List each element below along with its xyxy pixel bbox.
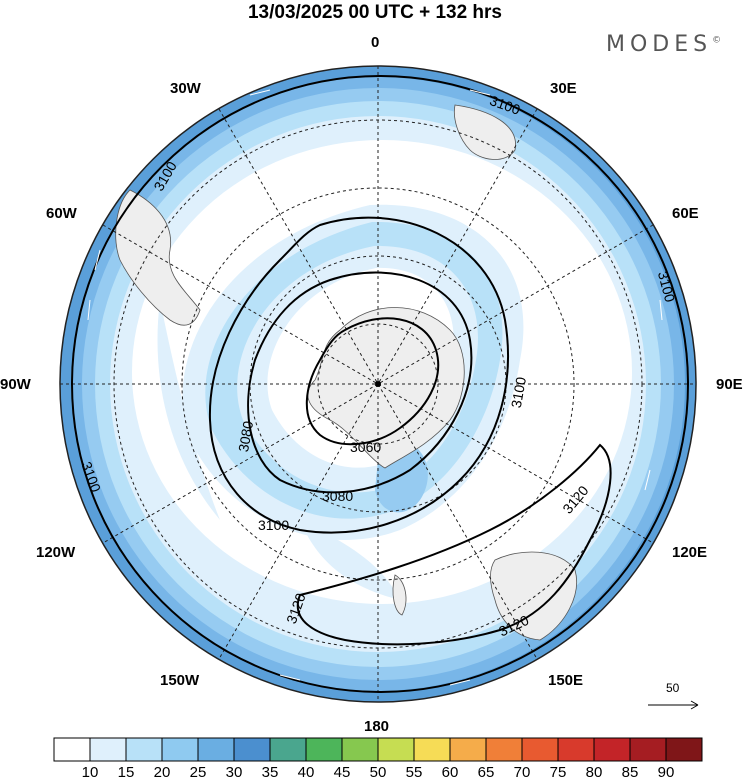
map-title: 13/03/2025 00 UTC + 132 hrs	[247, 2, 503, 23]
longitude-label-60w: 60W	[46, 205, 77, 222]
colorbar-swatch	[665, 737, 703, 762]
contour-label: 3080	[322, 488, 353, 504]
colorbar-swatch	[161, 737, 199, 762]
australia	[490, 551, 577, 641]
colorbar-tick-label: 40	[297, 764, 315, 781]
colorbar-swatch	[449, 737, 487, 762]
contour-3060	[305, 317, 440, 446]
colorbar-swatch	[485, 737, 523, 762]
map-boundary	[59, 65, 697, 703]
colorbar-tick-label: 25	[189, 764, 207, 781]
longitude-label-120w: 120W	[36, 544, 76, 561]
colorbar-swatch	[629, 737, 667, 762]
contour-label: 3100	[655, 270, 679, 304]
colorbar-tick-label: 15	[117, 764, 135, 781]
colorbar-tick-label: 45	[333, 764, 351, 781]
colorbar-swatch	[197, 737, 235, 762]
colorbar-swatch	[269, 737, 307, 762]
colorbar-swatch	[341, 737, 379, 762]
longitude-label-180: 180	[364, 718, 390, 735]
longitude-label-90e: 90E	[716, 376, 743, 393]
contour-label: 3080	[235, 420, 256, 454]
vector-scale-label: 50	[666, 681, 680, 695]
colorbar-swatch	[89, 737, 127, 762]
contour-label: 3060	[350, 439, 381, 455]
vector-scale-arrow	[648, 700, 699, 710]
colorbar-tick-label: 10	[81, 764, 99, 781]
contour-3080	[247, 271, 473, 494]
colorbar-tick-label: 80	[585, 764, 603, 781]
colorbar-tick-label: 50	[369, 764, 387, 781]
colorbar-swatch	[593, 737, 631, 762]
contour-3100-outer	[71, 75, 689, 693]
colorbar-tick-label: 70	[513, 764, 531, 781]
longitude-label-150w: 150W	[160, 672, 200, 689]
new-zealand	[392, 574, 407, 616]
colorbar-tick-label: 85	[621, 764, 639, 781]
longitude-label-30w: 30W	[170, 80, 201, 97]
colorbar-tick-label: 55	[405, 764, 423, 781]
colorbar-swatch	[377, 737, 415, 762]
south-america	[115, 189, 201, 326]
colorbar-swatch	[125, 737, 163, 762]
colorbar-swatch	[413, 737, 451, 762]
colorbar	[53, 737, 703, 762]
longitude-label-30e: 30E	[550, 80, 577, 97]
africa	[453, 104, 516, 160]
longitude-label-60e: 60E	[672, 205, 699, 222]
colorbar-tick-label: 35	[261, 764, 279, 781]
colorbar-swatch	[53, 737, 91, 762]
contour-3100-inner	[208, 216, 509, 534]
colorbar-tick-label: 20	[153, 764, 171, 781]
colorbar-tick-label: 90	[657, 764, 675, 781]
wind-vectors	[87, 89, 663, 686]
colorbar-tick-label: 75	[549, 764, 567, 781]
longitude-label-90w: 90W	[0, 376, 31, 393]
pole-marker	[375, 381, 381, 387]
colorbar-tick-label: 60	[441, 764, 459, 781]
height-contours	[71, 75, 689, 693]
colorbar-swatch	[521, 737, 559, 762]
longitude-label-0: 0	[371, 34, 380, 51]
brand-logo: MODES©	[606, 32, 722, 57]
graticule	[60, 66, 696, 702]
contour-3120	[296, 443, 612, 646]
contour-label: 3100	[258, 517, 289, 533]
landmasses	[115, 104, 577, 641]
colorbar-swatch	[305, 737, 343, 762]
colorbar-swatch	[557, 737, 595, 762]
colorbar-swatch	[233, 737, 271, 762]
longitude-label-120e: 120E	[672, 544, 708, 561]
colorbar-tick-label: 30	[225, 764, 243, 781]
colorbar-tick-label: 65	[477, 764, 495, 781]
contour-label: 3100	[508, 376, 529, 410]
longitude-label-150e: 150E	[548, 672, 584, 689]
